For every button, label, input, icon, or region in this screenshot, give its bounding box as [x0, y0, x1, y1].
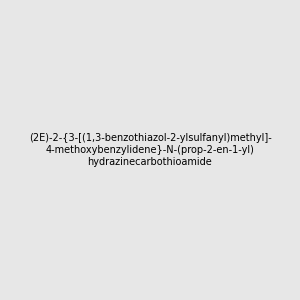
Text: (2E)-2-{3-[(1,3-benzothiazol-2-ylsulfanyl)methyl]-
4-methoxybenzylidene}-N-(prop: (2E)-2-{3-[(1,3-benzothiazol-2-ylsulfany… [28, 134, 272, 166]
